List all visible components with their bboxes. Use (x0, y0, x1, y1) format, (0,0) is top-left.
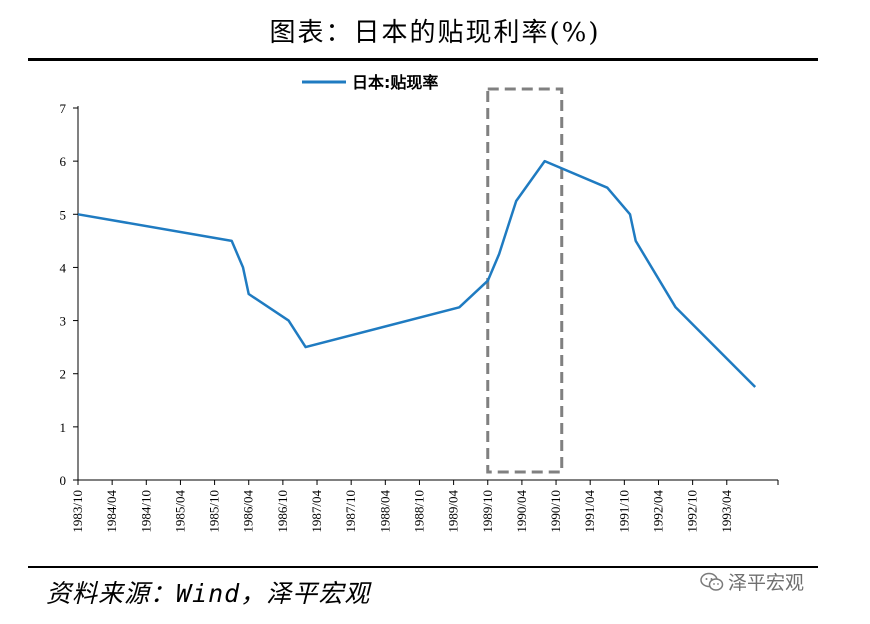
legend-label: 日本:贴现率 (352, 73, 438, 92)
y-tick-label: 1 (60, 420, 67, 435)
y-axis-ticks: 0 1 2 3 4 5 6 7 (60, 101, 78, 488)
x-tick-label: 1991/10 (616, 490, 631, 533)
legend: 日本:贴现率 (302, 73, 438, 92)
highlight-box (486, 87, 564, 474)
watermark-text: 泽平宏观 (728, 572, 805, 594)
footer-rule (28, 566, 818, 568)
y-tick-label: 0 (60, 473, 67, 488)
title-rule (28, 58, 818, 61)
x-tick-label: 1987/04 (309, 490, 324, 533)
y-tick-label: 6 (60, 154, 67, 169)
x-tick-label: 1991/04 (582, 490, 597, 533)
y-tick-label: 5 (60, 207, 67, 222)
x-tick-label: 1985/10 (207, 490, 222, 533)
x-tick-label: 1983/10 (70, 490, 85, 533)
x-tick-label: 1988/10 (411, 490, 426, 533)
x-tick-label: 1987/10 (343, 490, 358, 533)
x-tick-label: 1989/10 (480, 490, 495, 533)
y-tick-label: 7 (60, 101, 67, 116)
x-tick-label: 1986/10 (275, 490, 290, 533)
x-tick-label: 1988/04 (377, 490, 392, 533)
y-tick-label: 2 (60, 367, 67, 382)
watermark: 泽平宏观 (700, 568, 804, 595)
x-tick-label: 1992/04 (650, 490, 665, 533)
x-tick-label: 1990/10 (548, 490, 563, 533)
x-tick-label: 1984/10 (138, 490, 153, 533)
y-tick-label: 4 (60, 260, 67, 275)
series-line (77, 159, 757, 388)
y-tick-label: 3 (60, 314, 67, 329)
x-axis-ticks: 1983/10 1984/04 1984/10 1985/04 1985/10 1986/… (70, 480, 779, 533)
x-tick-label: 1986/04 (241, 490, 256, 533)
series-group (77, 159, 757, 388)
source-note: 资料来源：Wind，泽平宏观 (46, 579, 371, 608)
wechat-icon (700, 572, 724, 591)
x-tick-label: 1993/04 (719, 490, 734, 533)
x-tick-label: 1985/04 (172, 490, 187, 533)
highlight-boxes (486, 87, 564, 474)
x-tick-label: 1984/04 (104, 490, 119, 533)
x-tick-label: 1992/10 (685, 490, 700, 533)
chart-title: 图表：日本的贴现利率(%) (269, 18, 601, 48)
x-tick-label: 1990/04 (514, 490, 529, 533)
x-tick-label: 1989/04 (446, 490, 461, 533)
